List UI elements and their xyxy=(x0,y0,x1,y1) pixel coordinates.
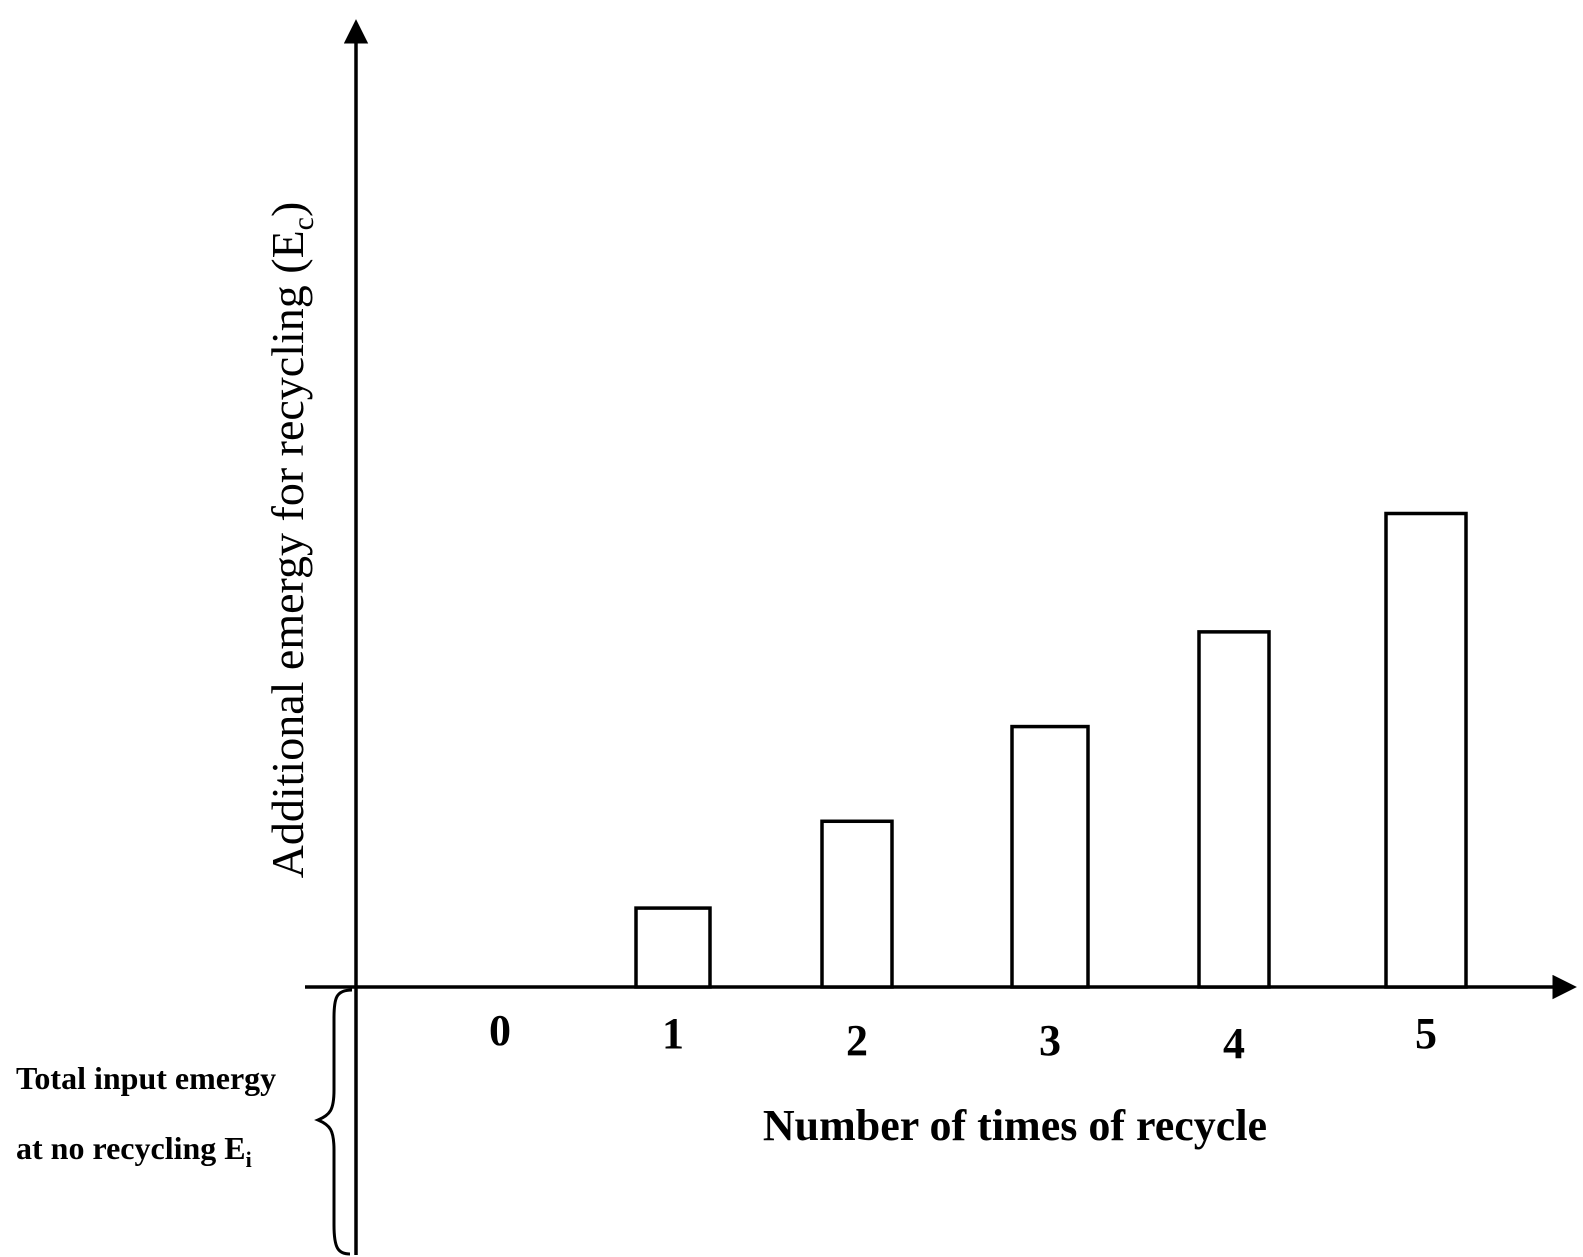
bar-4 xyxy=(1197,630,1271,989)
bar-5 xyxy=(1384,511,1468,989)
x-tick-label-4: 4 xyxy=(1223,1019,1245,1068)
x-axis-label: Number of times of recycle xyxy=(763,1101,1267,1150)
bars-group xyxy=(634,511,1468,989)
brace-icon xyxy=(314,988,353,1256)
bar-2 xyxy=(820,819,894,989)
y-axis-label-main: Additional emergy for recycling (E xyxy=(262,230,313,878)
x-tick-label-1: 1 xyxy=(662,1009,684,1058)
annotation-line2-subscript: i xyxy=(246,1147,252,1172)
y-axis-label-subscript: c xyxy=(287,217,320,230)
bar-3 xyxy=(1010,724,1090,989)
annotation-line2-main: at no recycling E xyxy=(16,1130,246,1166)
annotation-line1: Total input emergy xyxy=(16,1060,276,1096)
y-axis-label: Additional emergy for recycling (Ec) xyxy=(262,202,320,879)
bar-1 xyxy=(634,906,712,989)
x-tick-label-2: 2 xyxy=(846,1016,868,1065)
tick-labels-group: 0 1 2 3 4 5 xyxy=(489,1006,1437,1068)
annotation-line2: at no recycling Ei xyxy=(16,1130,252,1172)
y-axis-label-close: ) xyxy=(262,202,313,217)
x-tick-label-5: 5 xyxy=(1415,1009,1437,1058)
x-tick-label-3: 3 xyxy=(1039,1016,1061,1065)
x-tick-label-0: 0 xyxy=(489,1006,511,1055)
